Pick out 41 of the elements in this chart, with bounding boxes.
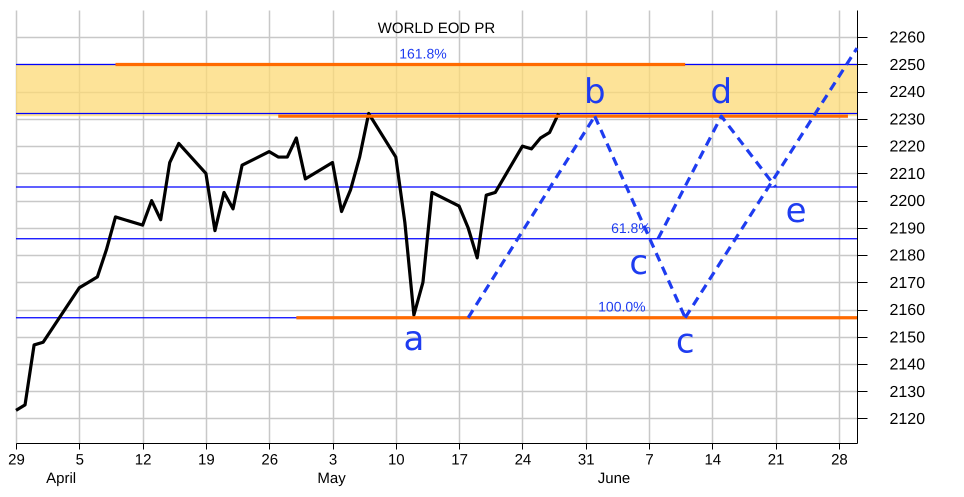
y-tick-label: 2200 bbox=[890, 193, 926, 210]
annotation: d bbox=[710, 72, 732, 112]
annotation: a bbox=[403, 319, 424, 360]
y-tick-label: 2180 bbox=[890, 248, 926, 265]
x-tick-label: 28 bbox=[831, 452, 848, 468]
y-tick-label: 2230 bbox=[890, 111, 926, 128]
x-tick-label: 21 bbox=[768, 452, 784, 468]
annotation: 100.0% bbox=[598, 298, 646, 315]
x-tick-label: 7 bbox=[645, 452, 654, 468]
annotation: 161.8% bbox=[399, 45, 447, 62]
x-tick-label: 19 bbox=[198, 452, 215, 468]
x-tick-label: 14 bbox=[704, 452, 722, 468]
y-tick-label: 2210 bbox=[890, 166, 926, 183]
y-tick-label: 2260 bbox=[890, 30, 926, 47]
text: WORLD EOD PR bbox=[378, 20, 496, 37]
x-tick-label: 12 bbox=[134, 452, 152, 468]
x-tick-label: 17 bbox=[451, 452, 468, 468]
y-tick-label: 2160 bbox=[890, 302, 926, 320]
text: May bbox=[317, 470, 346, 487]
y-tick-label: 2120 bbox=[890, 410, 926, 428]
y-tick-label: 2140 bbox=[890, 356, 926, 374]
y-tick-label: 2220 bbox=[890, 138, 926, 156]
x-tick-label: 24 bbox=[514, 452, 532, 468]
annotation: c bbox=[629, 242, 648, 283]
annotation: e bbox=[786, 191, 807, 232]
x-tick-label: 3 bbox=[328, 452, 338, 468]
x-tick-label: 29 bbox=[8, 452, 25, 468]
y-tick-label: 2190 bbox=[890, 220, 926, 238]
text: April bbox=[46, 470, 76, 487]
x-tick-label: 26 bbox=[261, 452, 278, 468]
y-tick-label: 2130 bbox=[890, 384, 926, 401]
annotation: c bbox=[676, 322, 695, 362]
y-tick-label: 2250 bbox=[890, 56, 926, 74]
y-tick-label: 2170 bbox=[890, 274, 926, 292]
x-tick-label: 10 bbox=[388, 452, 405, 468]
x-tick-label: 5 bbox=[76, 452, 84, 468]
y-tick-label: 2150 bbox=[890, 329, 926, 346]
y-tick-label: 2240 bbox=[890, 84, 926, 102]
text: June bbox=[598, 470, 630, 487]
annotation: b bbox=[584, 72, 606, 112]
x-tick-label: 31 bbox=[578, 452, 595, 468]
